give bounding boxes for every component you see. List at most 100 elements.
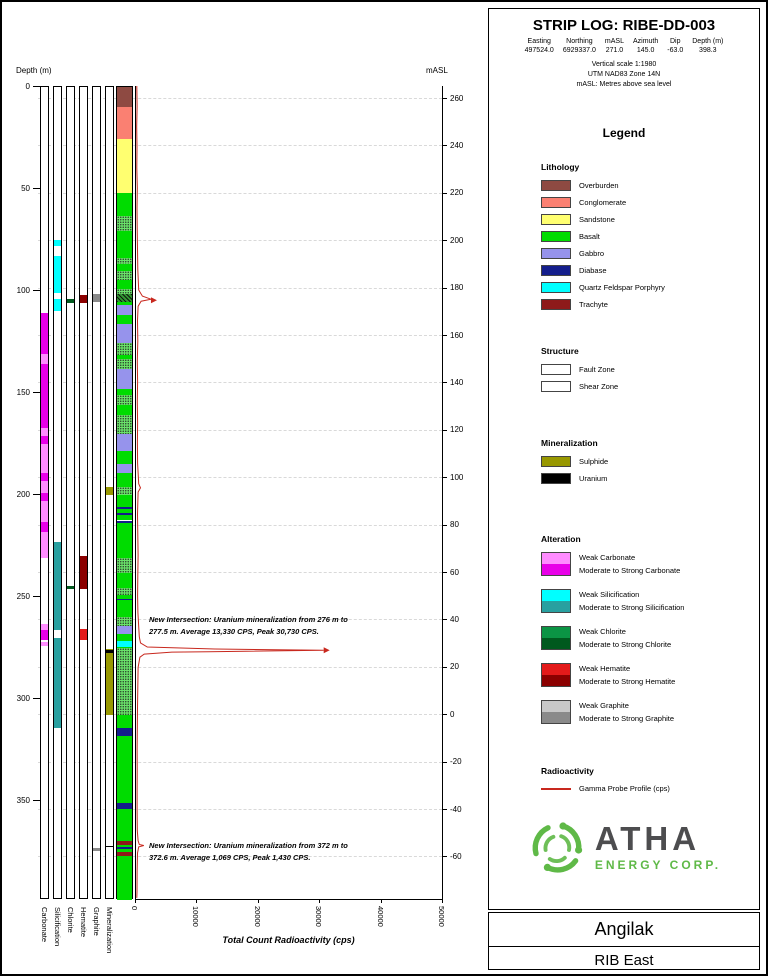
depth-tick-label: 100 [16,285,30,295]
masl-tick-mark [442,192,447,194]
atha-logo: ATHA ENERGY CORP. [489,817,759,877]
depth-tick-mark [33,494,40,495]
structure-fault [117,558,132,573]
scale-notes: Vertical scale 1:1980 UTM NAD83 Zone 14N… [489,60,759,90]
gridlines-layer [2,2,486,974]
legend-item-uranium: Uranium [541,473,751,484]
legend-label: Moderate to Strong Carbonate [579,566,681,575]
track-interval-strong [54,541,61,630]
area-name: RIB East [489,946,759,969]
masl-tick-mark [442,524,447,526]
legend-label: Moderate to Strong Silicification [579,603,685,612]
track-interval-sulphide [106,486,113,495]
depth-tick-mark [33,290,40,291]
depth-tick-label: 300 [16,693,30,703]
info-label: Dip [670,38,681,45]
x-tick-mark [257,898,259,903]
section-title-radioactivity: Radioactivity [541,766,594,776]
alteration-labels: Weak Hematite Moderate to Strong Hematite [579,663,675,687]
conglomerate-swatch [541,197,571,208]
legend-panel: STRIP LOG: RIBE-DD-003 Easting 497524.0 … [488,8,760,910]
gamma-line-swatch [541,787,571,790]
legend-label: Shear Zone [579,382,619,391]
diabase-swatch [541,265,571,276]
project-name: Angilak [594,919,654,939]
section-title-lithology: Lithology [541,162,580,172]
litho-basalt [117,844,132,847]
legend-label: Moderate to Strong Hematite [579,677,676,686]
x-tick-mark [442,898,443,903]
track-interval-strong [41,629,48,640]
track-chlorite [66,86,75,899]
logo-brand-text: ATHA [594,820,701,857]
track-interval-uranium [106,650,113,654]
radioactivity-legend-items: Gamma Probe Profile (cps) [541,784,751,793]
track-interval-weak [41,623,48,630]
legend-section-alteration: Alteration Weak Carbonate Moderate to Str… [541,534,751,724]
masl-tick-label: 260 [450,93,464,103]
info-value: -63.0 [667,47,684,54]
overburden-swatch [541,180,571,191]
silicification-alteration-swatch [541,589,571,613]
gridline [38,145,442,147]
gridline [38,287,442,289]
legend-label: Basalt [579,232,600,241]
litho-basalt [117,509,132,514]
legend-label: Weak Carbonate [579,553,636,562]
depth-tick-label: 50 [21,183,30,193]
litho-diabase [117,803,132,810]
axes-layer: 0 50 100 150 200 250 300 350 260 240 220 200 180 160 1… [2,2,486,974]
atha-logo-icon [532,822,583,873]
track-interval-strong [41,472,48,481]
masl-tick-label: -60 [450,851,462,861]
legend-label: Weak Graphite [579,701,629,710]
info-azimuth: Azimuth 145.0 [633,37,658,55]
litho-gabbro [117,368,132,389]
track-interval-strong [80,556,87,589]
gridline [38,240,442,242]
legend-item-sandstone: Sandstone [541,214,751,225]
depth-tick-label: 0 [25,81,30,91]
annotations-layer: New Intersection: Uranium mineralization… [2,2,486,974]
x-tick-mark [135,898,136,903]
masl-tick-mark [442,382,447,384]
info-value: 271.0 [605,47,624,54]
gridline [38,382,442,384]
info-value: 145.0 [636,47,655,54]
x-tick-mark [319,898,321,903]
legend-item-chlorite: Weak Chlorite Moderate to Strong Chlorite [541,626,751,650]
lithology-track [116,86,133,900]
track-interval-weak [54,240,61,247]
masl-tick-label: 240 [450,140,464,150]
litho-diabase [117,727,132,736]
strip-log-chart: Depth (m) mASL Carbonate Silicification Ch… [2,2,486,974]
litho-basalt [117,515,132,521]
note-utm: UTM NAD83 Zone 14N [587,71,661,78]
track-interval-weak [54,299,61,312]
masl-tick-label: -20 [450,757,462,767]
basalt-swatch [541,231,571,242]
depth-tick-mark [33,188,40,189]
qfp-swatch [541,282,571,293]
x-tick-mark [196,898,198,903]
legend-item-graphite: Weak Graphite Moderate to Strong Graphite [541,700,751,724]
track-interval-strong [41,364,48,428]
masl-tick-mark [442,145,447,147]
depth-tick-mark [33,596,40,597]
structure-fault [117,587,132,595]
x-axis-title: Total Count Radioactivity (cps) [222,935,355,945]
info-northing: Northing 6929337.0 [563,37,596,55]
gridline [38,856,442,858]
structure-fault [117,486,132,495]
litho-diabase [117,507,132,510]
depth-tick-label: 200 [16,489,30,499]
litho-basalt [117,451,132,465]
structure-fault [117,415,132,434]
masl-tick-mark [442,98,447,99]
masl-tick-mark [442,619,447,621]
gridline [38,666,442,668]
structure-fault [117,617,132,626]
legend-section-structure: Structure Fault Zone Shear Zone [541,346,751,392]
intersection-annotation: New Intersection: Uranium mineralization… [149,615,348,637]
